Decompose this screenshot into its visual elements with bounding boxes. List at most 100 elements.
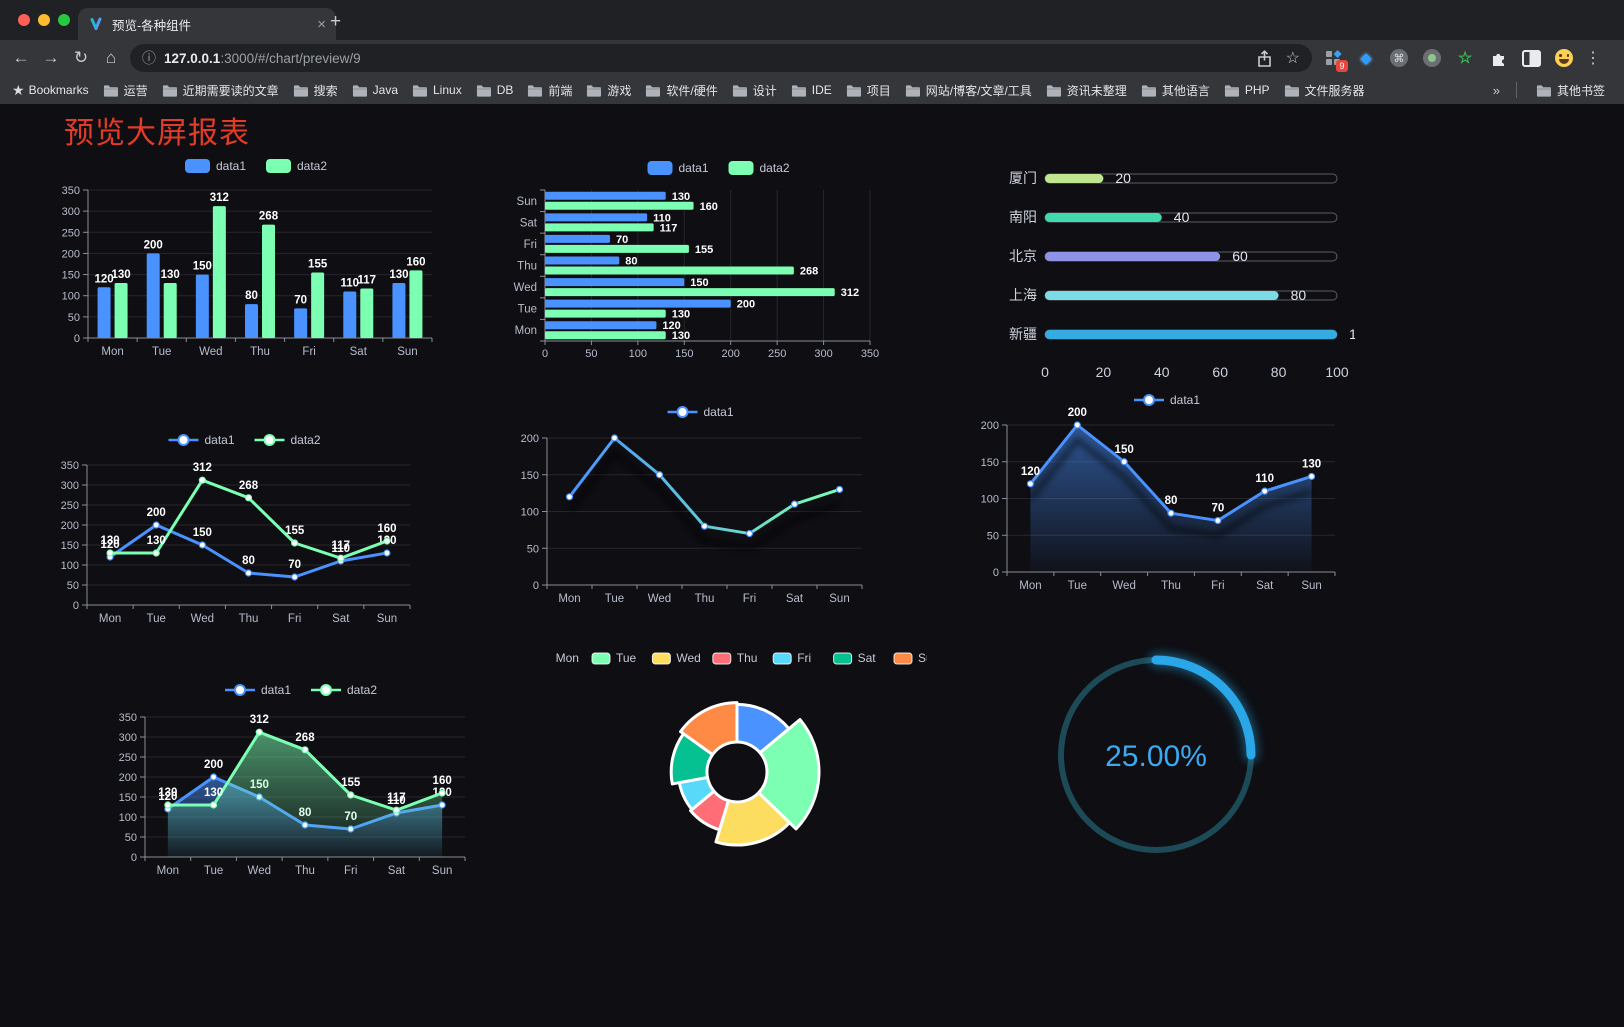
browser-tab[interactable]: 预览-各种组件 × xyxy=(78,8,336,40)
svg-text:250: 250 xyxy=(768,348,786,360)
svg-text:data2: data2 xyxy=(291,433,321,447)
close-window-button[interactable] xyxy=(18,14,30,26)
bookmark-folder[interactable]: IDE xyxy=(784,79,839,101)
svg-text:Thu: Thu xyxy=(695,593,715,605)
extension-badge: 9 xyxy=(1336,60,1348,72)
svg-text:300: 300 xyxy=(61,480,79,492)
home-icon[interactable]: ⌂ xyxy=(105,48,117,67)
toolbar: ← → ↻ ⌂ ⓘ 127.0.0.1 :3000/#/chart/previe… xyxy=(0,40,1624,76)
bookmark-folder[interactable]: 搜索 xyxy=(286,79,345,101)
command-extension-icon[interactable]: ⌘ xyxy=(1390,49,1408,67)
progress-chart[interactable]: 厦门 20 南阳 40 北京 60 上海 80 新疆 100 0 20 40 60 80 100 xyxy=(985,150,1373,385)
svg-text:150: 150 xyxy=(521,470,539,482)
line-gradient-chart[interactable]: 0 50 100 150 200 Mon Tue Wed Thu Fri Sat Sun data1 xyxy=(502,394,894,612)
svg-text:Fri: Fri xyxy=(797,651,811,665)
site-info-icon[interactable]: ⓘ xyxy=(142,50,156,66)
bookmark-folder-label: 前端 xyxy=(548,83,573,98)
bookmark-folder[interactable]: Java xyxy=(345,79,405,101)
svg-text:Tue: Tue xyxy=(147,613,166,625)
bookmarks-root[interactable]: Bookmarks xyxy=(27,79,96,101)
bookmark-folder[interactable]: 资讯未整理 xyxy=(1039,79,1134,101)
svg-text:150: 150 xyxy=(193,527,212,539)
svg-text:80: 80 xyxy=(1271,364,1287,380)
back-icon[interactable]: ← xyxy=(12,48,30,67)
bookmark-folder-label: 设计 xyxy=(752,83,777,98)
svg-text:Thu: Thu xyxy=(737,651,758,665)
bookmark-folder[interactable]: 前端 xyxy=(520,79,579,101)
svg-text:117: 117 xyxy=(660,222,678,234)
line-two-area-chart[interactable]: 0 50 100 150 200 250 300 350 Mon Tue Wed Thu Fri Sat S… xyxy=(100,674,480,892)
svg-text:110: 110 xyxy=(332,543,351,555)
svg-text:80: 80 xyxy=(242,555,255,567)
bookmarks-divider xyxy=(1515,82,1517,98)
bar-grouped-chart[interactable]: 0 50 100 150 200 250 300 350 Mon Tue Wed Thu Fri Sat S… xyxy=(38,150,438,365)
green-star-extension-icon[interactable]: ☆ xyxy=(1457,50,1473,67)
tab-close-icon[interactable]: × xyxy=(317,15,326,33)
svg-text:Fri: Fri xyxy=(743,593,756,605)
line-two-chart[interactable]: 0 50 100 150 200 250 300 350 Mon Tue Wed Thu Fri Sat S… xyxy=(45,424,420,636)
svg-text:200: 200 xyxy=(737,299,755,311)
bookmark-folder[interactable]: 其他语言 xyxy=(1134,79,1217,101)
bookmark-folder[interactable]: Linux xyxy=(405,79,469,101)
reload-icon[interactable]: ↻ xyxy=(73,48,89,67)
bookmark-folder[interactable]: 运营 xyxy=(96,79,155,101)
bookmark-folder[interactable]: 项目 xyxy=(839,79,898,101)
other-bookmarks-folder[interactable]: 其他书签 xyxy=(1529,79,1612,101)
svg-text:70: 70 xyxy=(1211,503,1224,515)
share-icon[interactable] xyxy=(1257,49,1272,67)
svg-text:Sat: Sat xyxy=(332,613,350,625)
svg-text:Tue: Tue xyxy=(1068,580,1087,592)
extensions-puzzle-icon[interactable] xyxy=(1487,47,1509,69)
minimize-window-button[interactable] xyxy=(38,14,50,26)
svg-text:200: 200 xyxy=(147,507,166,519)
gauge-chart[interactable]: 25.00% xyxy=(1038,638,1278,878)
maximize-window-button[interactable] xyxy=(58,14,70,26)
tab-strip: 预览-各种组件 × + xyxy=(0,0,1624,40)
forward-icon[interactable]: → xyxy=(42,48,60,67)
svg-text:Thu: Thu xyxy=(239,613,259,625)
emoji-extension-icon[interactable] xyxy=(1553,47,1575,69)
svg-text:130: 130 xyxy=(158,787,177,799)
svg-text:Sun: Sun xyxy=(432,865,452,877)
line-area-chart[interactable]: 0 50 100 150 200 Mon Tue Wed Thu Fri Sat Sun 120 200 1… xyxy=(975,384,1353,602)
svg-text:Wed: Wed xyxy=(676,651,700,665)
pie-rose-chart[interactable]: Mon Tue Wed Thu Fri Sat Sun xyxy=(531,638,939,893)
svg-text:Tue: Tue xyxy=(152,346,171,358)
recorder-extension-icon[interactable] xyxy=(1423,49,1441,67)
svg-text:Fri: Fri xyxy=(288,613,301,625)
browser-menu-icon[interactable]: ⋮ xyxy=(1585,50,1601,67)
tampermonkey-extension-icon[interactable]: 9 xyxy=(1322,47,1348,72)
svg-text:200: 200 xyxy=(62,248,80,260)
bookmark-star-icon[interactable]: ☆ xyxy=(1285,50,1300,67)
bookmark-folder[interactable]: 软件/硬件 xyxy=(638,79,724,101)
hbar-grouped-chart[interactable]: 0 50 100 150 200 250 300 350 Sun 130 160 Sat 110 117 F… xyxy=(505,154,905,368)
bookmark-folder[interactable]: 文件服务器 xyxy=(1277,79,1372,101)
window-controls[interactable] xyxy=(18,14,70,26)
bookmark-folder-label: 近期需要读的文章 xyxy=(182,83,279,98)
bookmark-folder[interactable]: 网站/博客/文章/工具 xyxy=(898,79,1039,101)
bookmark-folder[interactable]: 近期需要读的文章 xyxy=(155,79,286,101)
other-bookmarks-label: 其他书签 xyxy=(1556,83,1605,98)
bookmarks-star-icon[interactable]: ★ xyxy=(12,81,25,98)
new-tab-button[interactable]: + xyxy=(330,11,342,32)
svg-text:Tue: Tue xyxy=(605,593,624,605)
sidebar-extension-icon[interactable] xyxy=(1520,47,1542,69)
svg-text:300: 300 xyxy=(814,348,832,360)
svg-text:120: 120 xyxy=(662,320,680,332)
svg-text:0: 0 xyxy=(542,348,548,360)
svg-text:130: 130 xyxy=(672,330,690,342)
bookmarks-overflow-chevron[interactable]: » xyxy=(1492,82,1500,98)
svg-text:100: 100 xyxy=(521,507,539,519)
gem-extension-icon[interactable]: ◆ xyxy=(1360,50,1372,67)
bookmark-folder[interactable]: DB xyxy=(469,79,521,101)
bookmark-folder[interactable]: 游戏 xyxy=(579,79,638,101)
bookmark-folder-label: 文件服务器 xyxy=(1304,83,1365,98)
svg-text:data2: data2 xyxy=(760,161,790,175)
bookmark-folder[interactable]: 设计 xyxy=(725,79,784,101)
bookmark-folder[interactable]: PHP xyxy=(1217,79,1277,101)
svg-text:Mon: Mon xyxy=(157,865,179,877)
svg-text:25.00%: 25.00% xyxy=(1105,740,1207,773)
svg-text:70: 70 xyxy=(294,294,307,306)
address-bar[interactable]: ⓘ 127.0.0.1 :3000/#/chart/preview/9 ☆ xyxy=(130,44,1312,72)
svg-text:160: 160 xyxy=(433,775,452,787)
